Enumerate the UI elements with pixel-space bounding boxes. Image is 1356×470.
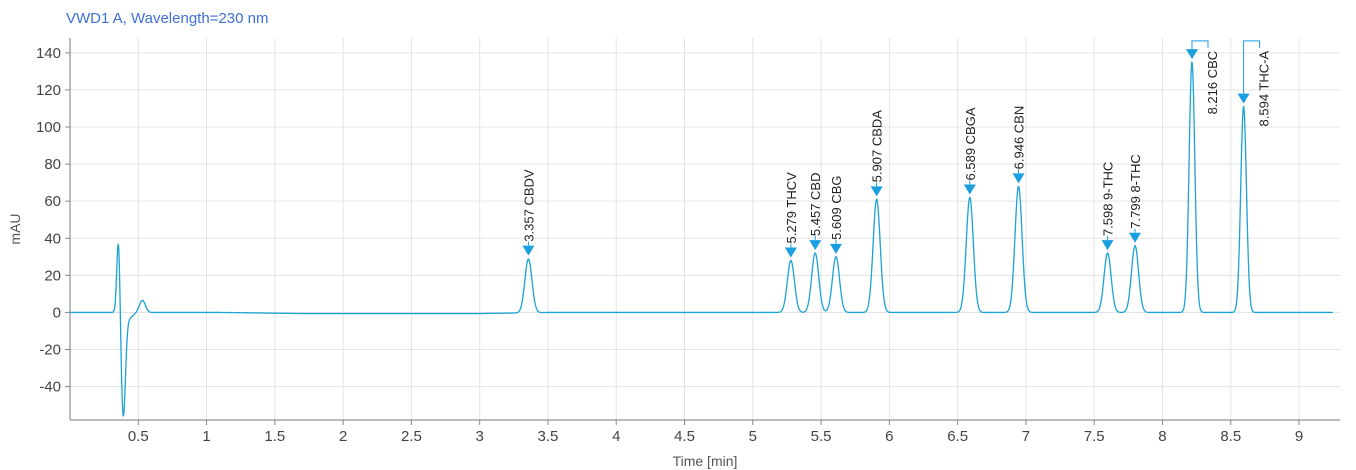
x-tick-label: 6.5 [947,428,968,445]
x-tick-label: 5.5 [811,428,832,445]
x-tick-label: 1 [202,428,210,445]
peak-marker [784,247,797,258]
x-tick-label: 3 [476,428,484,445]
x-tick-label: 5 [749,428,757,445]
y-tick-label: -40 [39,379,61,396]
x-tick-label: 2.5 [401,428,422,445]
y-tick-label: 100 [36,119,61,136]
peak-label: 5.279 THCV [784,172,799,244]
y-tick-label: -20 [39,342,61,359]
grid-lines [70,38,1340,420]
y-tick-label: 140 [36,45,61,62]
peak-marker [870,186,883,197]
peak-label: 6.589 CBGA [963,107,978,180]
x-tick-label: 9 [1295,428,1303,445]
peak-marker [809,240,822,251]
peak-label: 8.216 CBC [1205,51,1220,115]
x-tick-label: 4 [612,428,620,445]
peak-marker [963,184,976,195]
peak-marker [829,243,842,254]
peak-label: 5.609 CBG [829,175,844,239]
x-tick-label: 7 [1022,428,1030,445]
y-tick-label: 20 [44,267,61,284]
x-tick-label: 3.5 [538,428,559,445]
peak-marker [1012,173,1025,184]
x-tick-label: 7.5 [1084,428,1105,445]
x-tick-label: 8.5 [1220,428,1241,445]
peak-label: 8.594 THC-A [1257,51,1272,127]
peak-marker [1237,93,1250,104]
peak-marker [522,245,535,256]
peak-leader-line [1243,40,1261,94]
peak-label: 3.357 CBDV [521,169,536,242]
chart-title: VWD1 A, Wavelength=230 nm [66,10,269,27]
peak-label: 7.799 8-THC [1128,154,1143,228]
x-tick-label: 2 [339,428,347,445]
peak-annotations: 3.357 CBDV 5.279 THCV 5.457 CBD 5.609 CBG 5.… [521,40,1272,258]
x-tick-label: 4.5 [674,428,695,445]
x-tick-label: 6 [885,428,893,445]
y-tick-label: 60 [44,193,61,210]
peak-marker [1101,240,1114,251]
chromatogram-trace [70,60,1333,418]
y-tick-label: 40 [44,230,61,247]
peak-marker [1129,232,1142,243]
trace-layer [70,60,1333,418]
peak-label: 5.907 CBDA [870,110,885,183]
peak-label: 5.457 CBD [808,173,823,237]
y-tick-label: 120 [36,82,61,99]
peak-marker [1185,49,1198,60]
peak-label: 6.946 CBN [1012,106,1027,170]
x-tick-label: 0.5 [128,428,149,445]
y-axis-label: mAU [7,213,23,244]
x-tick-label: 8 [1158,428,1166,445]
y-tick-label: 80 [44,156,61,173]
peak-leader-line [1191,40,1209,50]
peak-label: 7.598 9-THC [1101,162,1116,236]
y-tick-label: 0 [53,304,61,321]
x-tick-label: 1.5 [264,428,285,445]
x-axis-label: Time [min] [673,453,738,469]
axes: 0.5 1 1.5 2 2.5 3 3.5 4 4.5 5 5.5 6 6.5 7 7.5 8 8.5 9 -40 -… [36,38,1340,445]
